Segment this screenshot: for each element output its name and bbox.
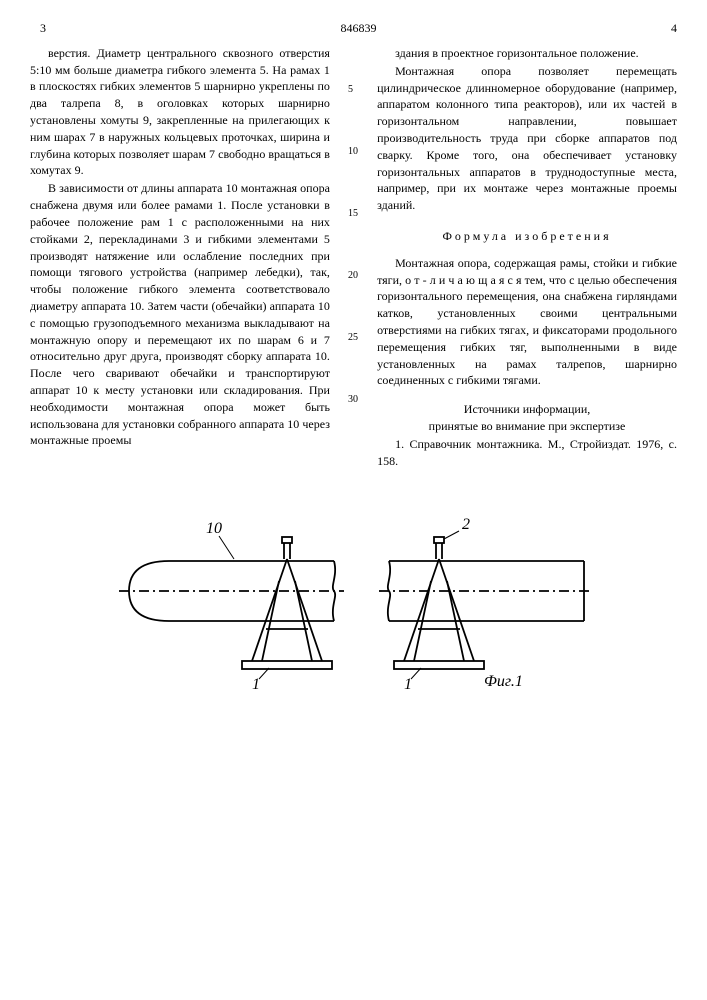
right-para-1: здания в проектное горизонтальное положе… [377,45,677,62]
formula-heading: Формула изобретения [377,228,677,245]
line-num: 15 [348,207,359,221]
line-num: 30 [348,393,359,407]
right-column: здания в проектное горизонтальное положе… [377,45,677,471]
line-num: 25 [348,331,359,345]
figure-label-1a: 1 [252,676,260,691]
claim-text: Монтажная опора, содержащая рамы, стойки… [377,255,677,389]
figure-svg: 10 2 1 1 Фиг.1 [114,501,594,691]
left-column: верстия. Диаметр центрального сквозного … [30,45,330,471]
right-para-2: Монтажная опора позволяет перемещать цил… [377,63,677,214]
text-columns: верстия. Диаметр центрального сквозного … [30,45,677,471]
page-number-left: 3 [30,20,46,37]
figure-label-10: 10 [206,520,222,537]
figure-label-1b: 1 [404,676,412,691]
document-number: 846839 [341,20,377,37]
left-para-1: верстия. Диаметр центрального сквозного … [30,45,330,179]
line-num: 10 [348,145,359,159]
line-num: 20 [348,269,359,283]
figure-caption: Фиг.1 [484,673,523,690]
line-numbers: 5 10 15 20 25 30 [348,45,359,471]
left-para-2: В зависимости от длины аппарата 10 монта… [30,180,330,449]
source-1: 1. Справочник монтажника. М., Стройиздат… [377,436,677,470]
line-num: 5 [348,83,359,97]
figure-label-2: 2 [462,516,470,533]
figure-1: 10 2 1 1 Фиг.1 [30,501,677,691]
sources-heading: Источники информации, принятые во вниман… [377,401,677,435]
page-number-right: 4 [671,20,677,37]
